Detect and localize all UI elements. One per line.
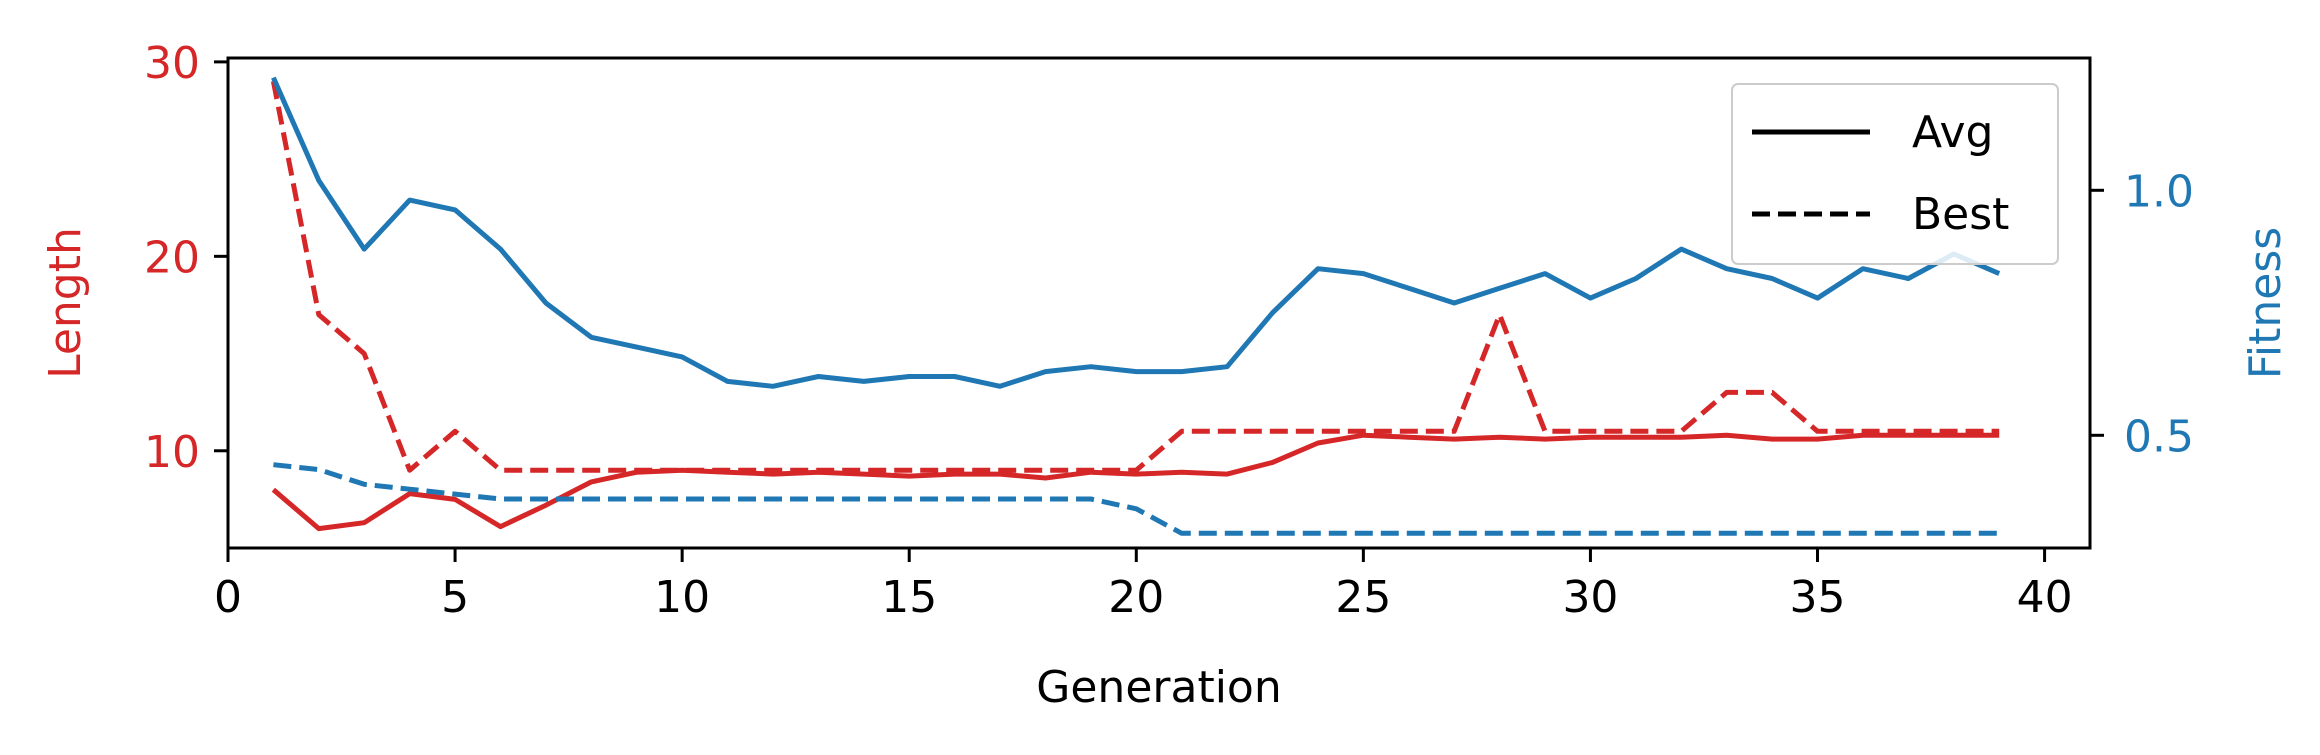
left-y-axis-title: Length: [40, 227, 91, 379]
series-line-length-avg: [271, 432, 2000, 532]
right-y-axis: 0.5 1.0: [2090, 166, 2194, 462]
right-y-axis-title: Fitness: [2240, 227, 2291, 379]
left-y-tick-label: 10: [144, 427, 200, 478]
x-axis: 0 5 10 15 20 25 30 35 40: [214, 548, 2073, 623]
x-axis-title: Generation: [1036, 662, 1281, 713]
legend-box: [1731, 83, 2059, 265]
legend-label-best: Best: [1912, 189, 2009, 240]
x-tick-label: 40: [2017, 572, 2073, 623]
x-tick-label: 15: [881, 572, 937, 623]
legend-label-avg: Avg: [1912, 107, 1994, 158]
left-y-tick-label: 20: [144, 232, 200, 283]
x-tick-label: 35: [1790, 572, 1846, 623]
series-line-fitness-best: [273, 462, 2000, 536]
right-y-tick-label: 0.5: [2124, 411, 2194, 462]
left-y-axis: 10 20 30: [144, 38, 228, 478]
series-line-fitness-avg: [271, 76, 2001, 389]
plot-frame: [226, 56, 2092, 550]
x-tick-label: 20: [1108, 572, 1164, 623]
plot-series: [270, 76, 2001, 536]
right-y-tick-label: 1.0: [2124, 166, 2194, 217]
x-tick-label: 0: [214, 572, 242, 623]
left-y-tick-label: 30: [144, 38, 200, 89]
x-tick-label: 10: [654, 572, 710, 623]
x-tick-label: 30: [1562, 572, 1618, 623]
x-tick-label: 25: [1335, 572, 1391, 623]
series-line-length-best: [270, 80, 2000, 473]
legend: Avg Best: [1731, 83, 2059, 265]
x-tick-label: 5: [441, 572, 469, 623]
